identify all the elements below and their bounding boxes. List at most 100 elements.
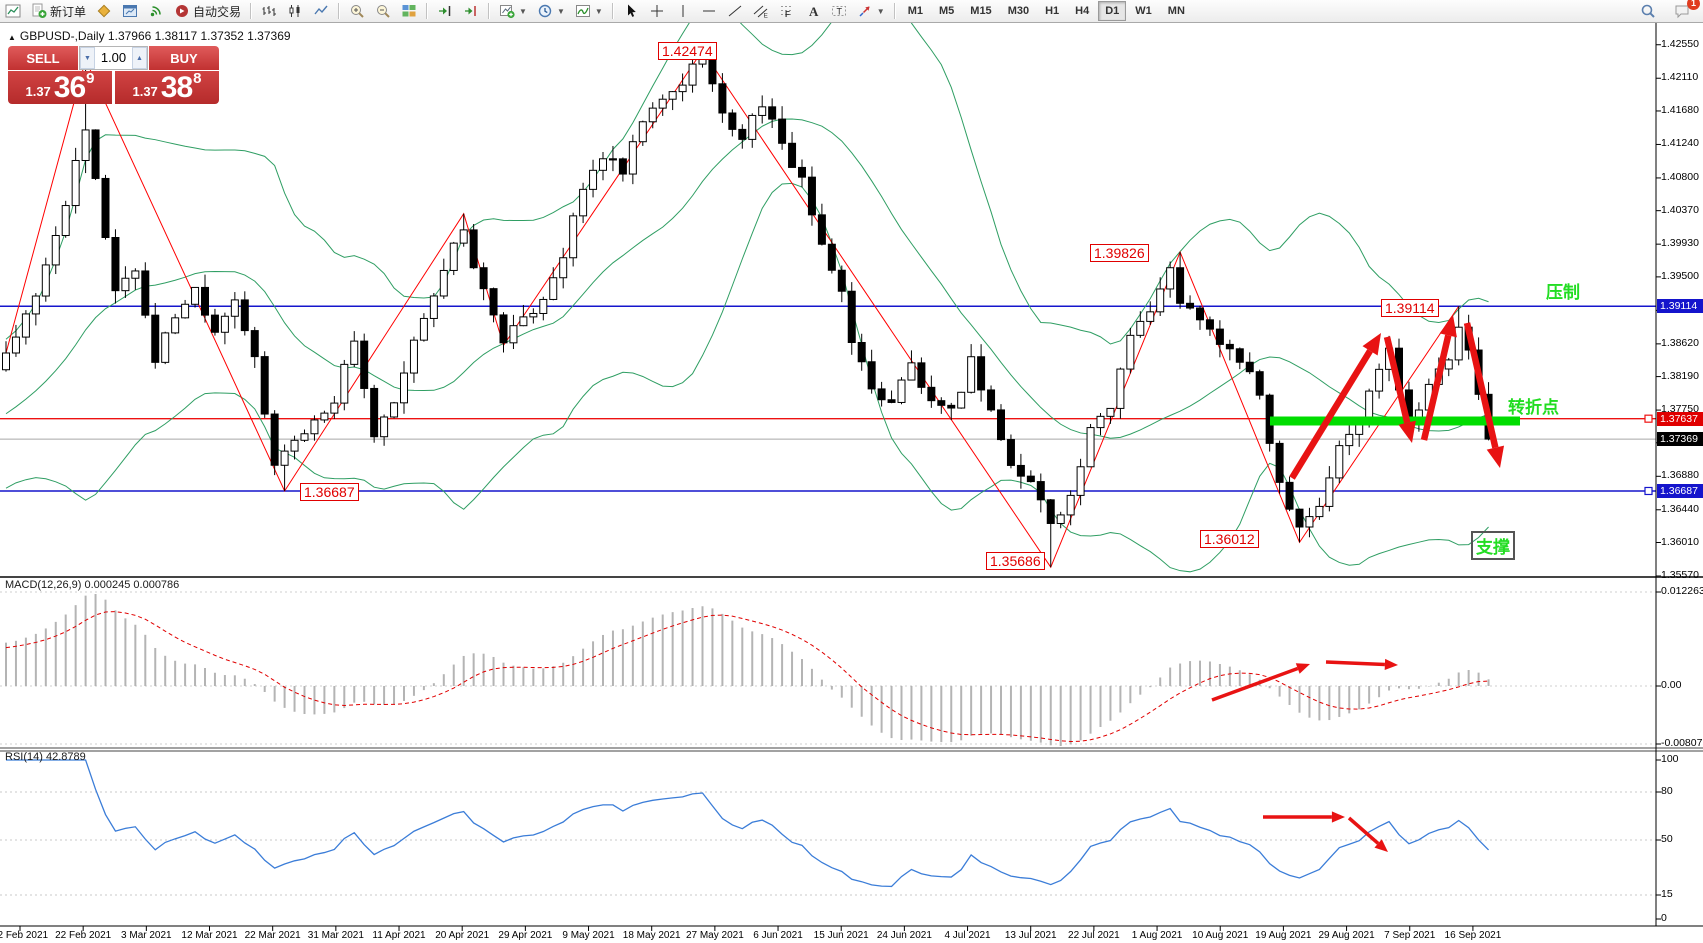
timeframe-M1-button[interactable]: M1	[907, 5, 923, 17]
line-chart-button[interactable]	[308, 0, 334, 22]
chart-symbol-title: ▲ GBPUSD-,Daily 1.37966 1.38117 1.37352 1…	[8, 29, 291, 43]
chevron-down-icon[interactable]: ▼	[876, 6, 885, 16]
collapse-panel-icon[interactable]: ▲	[8, 33, 16, 42]
bar-chart-button[interactable]	[256, 0, 282, 22]
date-axis-label: 3 Mar 2021	[121, 930, 172, 941]
candle-chart-icon	[289, 5, 300, 17]
price-axis-tick: 1.41240	[1661, 137, 1699, 150]
volume-input[interactable]: 1.00	[100, 50, 127, 65]
price-axis-tick: 1.41680	[1661, 103, 1699, 116]
channel-button[interactable]: E	[748, 0, 774, 22]
chevron-down-icon[interactable]: ▼	[519, 6, 527, 16]
period-button[interactable]: ▼	[532, 0, 570, 22]
date-axis-label: 1 Aug 2021	[1131, 930, 1183, 941]
new-order-icon	[32, 3, 47, 18]
indicators-button[interactable]: ▼	[570, 0, 608, 22]
new-chart-button[interactable]: ▼	[494, 0, 532, 22]
timeframe-H4-button[interactable]: H4	[1075, 5, 1090, 17]
timeframe-MN-button[interactable]: MN	[1167, 5, 1185, 17]
price-callout-label[interactable]: 1.35686	[986, 552, 1045, 570]
candle-chart-button[interactable]	[282, 0, 308, 22]
fibonacci-button[interactable]: F	[774, 0, 800, 22]
timeframe-M15-button[interactable]: M15	[970, 5, 992, 17]
price-axis-highlight-label: 1.39114	[1657, 299, 1703, 314]
chart-canvas[interactable]	[0, 23, 1703, 943]
macd-axis-tick: -0.008073	[1661, 737, 1703, 749]
vertical-line-icon	[682, 5, 684, 17]
timeframe-H1-button[interactable]: H1	[1045, 5, 1060, 17]
timeframe-D1-button[interactable]: D1	[1098, 1, 1127, 21]
toolbar-separator	[488, 3, 491, 19]
bar-chart-icon	[262, 6, 277, 16]
volume-decrease-button[interactable]: ▼	[80, 47, 95, 69]
vertical-line-button[interactable]	[670, 0, 696, 22]
text-label-icon: T	[831, 6, 846, 17]
zoom-in-button[interactable]	[344, 0, 370, 22]
chart-shift-button[interactable]	[432, 0, 458, 22]
price-callout-label[interactable]: 1.39114	[1381, 299, 1439, 317]
price-axis-tick: 1.42550	[1661, 37, 1699, 50]
price-callout-label[interactable]: 1.36687	[300, 483, 359, 501]
search-button[interactable]	[1635, 0, 1661, 22]
horizontal-line-button[interactable]	[696, 0, 722, 22]
buy-button[interactable]: BUY	[149, 46, 219, 70]
chart-text-annotation[interactable]: 转折点	[1508, 398, 1559, 417]
tile-windows-button[interactable]	[396, 0, 422, 22]
horizontal-line-icon	[702, 10, 715, 12]
zoom-out-button[interactable]	[370, 0, 396, 22]
rsi-axis-tick: 15	[1661, 888, 1673, 900]
market-watch-button[interactable]	[117, 0, 143, 22]
timeframe-M30-button[interactable]: M30	[1007, 5, 1030, 17]
cursor-button[interactable]	[618, 0, 644, 22]
date-axis-label: 13 Jul 2021	[1004, 930, 1057, 941]
auto-trading-button[interactable]: 自动交易	[169, 0, 246, 22]
volume-increase-button[interactable]: ▲	[132, 47, 147, 69]
timeframe-M5-button[interactable]: M5	[939, 5, 955, 17]
chart-profiles-button[interactable]	[91, 0, 117, 22]
date-axis-label: 27 May 2021	[685, 930, 744, 941]
date-axis-label: 9 May 2021	[562, 930, 615, 941]
signals-button[interactable]	[143, 0, 169, 22]
sell-button[interactable]: SELL	[8, 46, 78, 70]
chart-shift-icon	[439, 6, 451, 16]
trendline-button[interactable]	[722, 0, 748, 22]
notifications-button[interactable]: 1	[1669, 0, 1700, 22]
chevron-down-icon[interactable]: ▼	[556, 6, 565, 16]
toolbar-button-label: 新订单	[50, 4, 87, 19]
sell-price-small: 1.37	[25, 84, 51, 99]
one-click-trading-panel: SELL ▼ 1.00 ▲ BUY 1.37 36 9 1.37 38 8	[8, 46, 219, 104]
crosshair-button[interactable]	[644, 0, 670, 22]
sell-price-big: 36	[53, 71, 86, 104]
timeframe-W1-button[interactable]: W1	[1135, 5, 1152, 17]
price-axis-highlight-label: 1.37369	[1657, 432, 1703, 447]
app-button[interactable]	[0, 0, 26, 22]
text-button[interactable]: A	[800, 0, 826, 22]
date-axis-label: 6 Jun 2021	[753, 930, 803, 941]
price-axis-tick: 1.36010	[1661, 535, 1699, 548]
price-callout-label[interactable]: 1.36012	[1200, 530, 1259, 548]
new-order-button[interactable]: 新订单	[26, 0, 91, 22]
chevron-down-icon[interactable]: ▼	[594, 6, 603, 16]
channel-icon: E	[753, 5, 768, 19]
price-callout-label[interactable]: 1.39826	[1090, 244, 1149, 262]
sell-price-display[interactable]: 1.37 36 9	[8, 71, 112, 104]
buy-price-display[interactable]: 1.37 38 8	[115, 71, 219, 104]
arrows-tool-button[interactable]: ▼	[852, 0, 890, 22]
date-axis-label: 12 Mar 2021	[181, 930, 238, 941]
chart-text-annotation[interactable]: 压制	[1546, 283, 1580, 302]
price-axis-tick: 1.42110	[1661, 71, 1699, 84]
date-axis-label: 18 May 2021	[622, 930, 681, 941]
signals-icon	[150, 6, 161, 17]
text-label-button[interactable]: T	[826, 0, 852, 22]
price-axis-highlight-label: 1.37637	[1657, 411, 1703, 426]
main-toolbar: 新订单 自动交易 ▼ ▼ ▼ E F A T ▼ M1 M5 M15 M30 H1 H4 D1 W1 MN 1	[0, 0, 1703, 23]
date-axis-label: 20 Apr 2021	[435, 930, 490, 941]
price-callout-label[interactable]: 1.42474	[658, 42, 717, 60]
buy-price-big: 38	[160, 71, 193, 104]
rsi-indicator-label: RSI(14) 42.8789	[5, 751, 86, 763]
tile-windows-icon	[402, 5, 416, 17]
chart-text-annotation[interactable]: 支撑	[1471, 531, 1515, 560]
auto-scroll-button[interactable]	[458, 0, 484, 22]
notification-badge: 1	[1687, 0, 1700, 10]
chart-window[interactable]: ▲ GBPUSD-,Daily 1.37966 1.38117 1.37352 1…	[0, 23, 1703, 943]
